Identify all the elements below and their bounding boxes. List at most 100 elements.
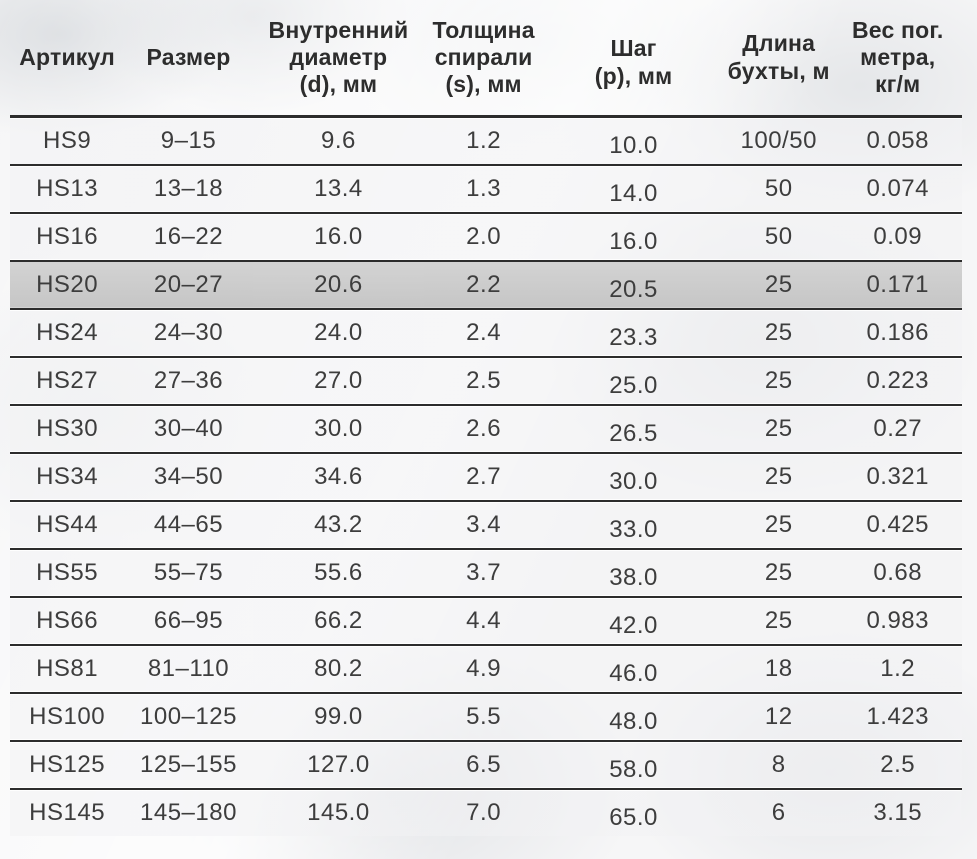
cell-value: 0.171 — [866, 271, 929, 298]
cell-value: 145.0 — [307, 799, 370, 826]
cell-article: HS20 — [10, 261, 124, 309]
table-row: HS44 44–65 43.2 3.4 33.0 25 0.425 — [10, 501, 962, 549]
cell-spiral-thickness-s-mm: 1.3 — [424, 165, 543, 213]
cell-value: 55–75 — [153, 559, 224, 586]
cell-value: HS100 — [29, 703, 106, 730]
cell-value: 14.0 — [609, 180, 658, 207]
cell-pitch-p-mm: 65.0 — [543, 789, 724, 836]
cell-value: HS30 — [36, 415, 99, 442]
cell-value: 26.5 — [609, 420, 658, 447]
column-header-size-label: Размер — [146, 43, 231, 70]
cell-value: 2.5 — [466, 367, 502, 394]
cell-value: 100/50 — [740, 127, 817, 154]
cell-coil-length-m: 25 — [724, 597, 833, 645]
cell-value: 20.5 — [609, 276, 658, 303]
cell-value: HS27 — [36, 367, 99, 394]
cell-coil-length-m: 18 — [724, 645, 833, 693]
cell-value: 0.425 — [866, 511, 929, 538]
cell-weight-per-meter-kg-m: 0.171 — [833, 261, 962, 309]
cell-size: 125–155 — [124, 741, 253, 789]
cell-weight-per-meter-kg-m: 0.09 — [833, 213, 962, 261]
table-row: HS24 24–30 24.0 2.4 23.3 25 0.186 — [10, 309, 962, 357]
table-row: HS66 66–95 66.2 4.4 42.0 25 0.983 — [10, 597, 962, 645]
cell-value: 0.321 — [866, 463, 929, 490]
cell-pitch-p-mm: 16.0 — [543, 213, 724, 261]
table-row: HS16 16–22 16.0 2.0 16.0 50 0.09 — [10, 213, 962, 261]
cell-spiral-thickness-s-mm: 1.2 — [424, 117, 543, 166]
cell-value: 2.7 — [466, 463, 502, 490]
cell-value: 1.423 — [866, 703, 929, 730]
cell-value: 25.0 — [609, 372, 658, 399]
cell-weight-per-meter-kg-m: 0.321 — [833, 453, 962, 501]
cell-value: 6 — [771, 799, 786, 826]
cell-value: HS13 — [36, 175, 99, 202]
cell-value: 25 — [764, 607, 793, 634]
cell-weight-per-meter-kg-m: 1.2 — [833, 645, 962, 693]
column-header-coil-length: Длина бухты, м — [724, 0, 833, 117]
cell-article: HS81 — [10, 645, 124, 693]
cell-article: HS100 — [10, 693, 124, 741]
cell-value: 12 — [764, 703, 793, 730]
cell-value: 9–15 — [160, 127, 217, 154]
cell-value: 1.2 — [466, 127, 502, 154]
cell-pitch-p-mm: 10.0 — [543, 117, 724, 166]
cell-value: 0.058 — [866, 127, 929, 154]
cell-inner-diameter-d-mm: 16.0 — [253, 213, 424, 261]
cell-value: HS16 — [36, 223, 99, 250]
cell-value: 16.0 — [609, 228, 658, 255]
column-header-spiral-thickness: Толщина спирали (s), мм — [424, 0, 543, 117]
cell-weight-per-meter-kg-m: 0.058 — [833, 117, 962, 166]
cell-value: 58.0 — [609, 756, 658, 783]
cell-coil-length-m: 25 — [724, 453, 833, 501]
cell-value: 34–50 — [153, 463, 224, 490]
cell-value: 10.0 — [609, 132, 658, 159]
cell-value: 16–22 — [153, 223, 224, 250]
cell-value: 0.186 — [866, 319, 929, 346]
cell-size: 34–50 — [124, 453, 253, 501]
cell-value: 0.223 — [866, 367, 929, 394]
cell-value: 2.5 — [880, 751, 916, 778]
cell-value: 43.2 — [314, 511, 363, 538]
cell-spiral-thickness-s-mm: 5.5 — [424, 693, 543, 741]
cell-value: 44–65 — [153, 511, 224, 538]
header-row: Артикул Размер Внутренний диаметр (d), м… — [10, 0, 962, 117]
cell-value: 0.074 — [866, 175, 929, 202]
cell-coil-length-m: 12 — [724, 693, 833, 741]
cell-value: 3.4 — [466, 511, 502, 538]
cell-value: 5.5 — [466, 703, 502, 730]
table-header: Артикул Размер Внутренний диаметр (d), м… — [10, 0, 962, 117]
cell-pitch-p-mm: 38.0 — [543, 549, 724, 597]
cell-spiral-thickness-s-mm: 2.6 — [424, 405, 543, 453]
table-row: HS55 55–75 55.6 3.7 38.0 25 0.68 — [10, 549, 962, 597]
cell-weight-per-meter-kg-m: 0.074 — [833, 165, 962, 213]
cell-coil-length-m: 25 — [724, 309, 833, 357]
cell-value: 38.0 — [609, 564, 658, 591]
cell-coil-length-m: 25 — [724, 501, 833, 549]
cell-value: 48.0 — [609, 708, 658, 735]
cell-value: HS66 — [36, 607, 99, 634]
cell-inner-diameter-d-mm: 34.6 — [253, 453, 424, 501]
cell-value: 66.2 — [314, 607, 363, 634]
cell-value: HS34 — [36, 463, 99, 490]
cell-value: 13–18 — [153, 175, 224, 202]
cell-value: 2.6 — [466, 415, 502, 442]
cell-article: HS34 — [10, 453, 124, 501]
cell-coil-length-m: 25 — [724, 261, 833, 309]
cell-article: HS145 — [10, 789, 124, 836]
table-row: HS34 34–50 34.6 2.7 30.0 25 0.321 — [10, 453, 962, 501]
cell-coil-length-m: 100/50 — [724, 117, 833, 166]
cell-inner-diameter-d-mm: 20.6 — [253, 261, 424, 309]
cell-spiral-thickness-s-mm: 2.4 — [424, 309, 543, 357]
cell-inner-diameter-d-mm: 99.0 — [253, 693, 424, 741]
cell-article: HS9 — [10, 117, 124, 166]
table-row: HS9 9–15 9.6 1.2 10.0 100/50 0.058 — [10, 116, 962, 166]
cell-size: 100–125 — [124, 693, 253, 741]
cell-value: 30.0 — [609, 468, 658, 495]
cell-value: 24.0 — [314, 319, 363, 346]
cell-size: 30–40 — [124, 405, 253, 453]
cell-inner-diameter-d-mm: 27.0 — [253, 357, 424, 405]
cell-coil-length-m: 50 — [724, 165, 833, 213]
cell-value: 127.0 — [307, 751, 370, 778]
cell-pitch-p-mm: 20.5 — [543, 261, 724, 309]
cell-article: HS44 — [10, 501, 124, 549]
